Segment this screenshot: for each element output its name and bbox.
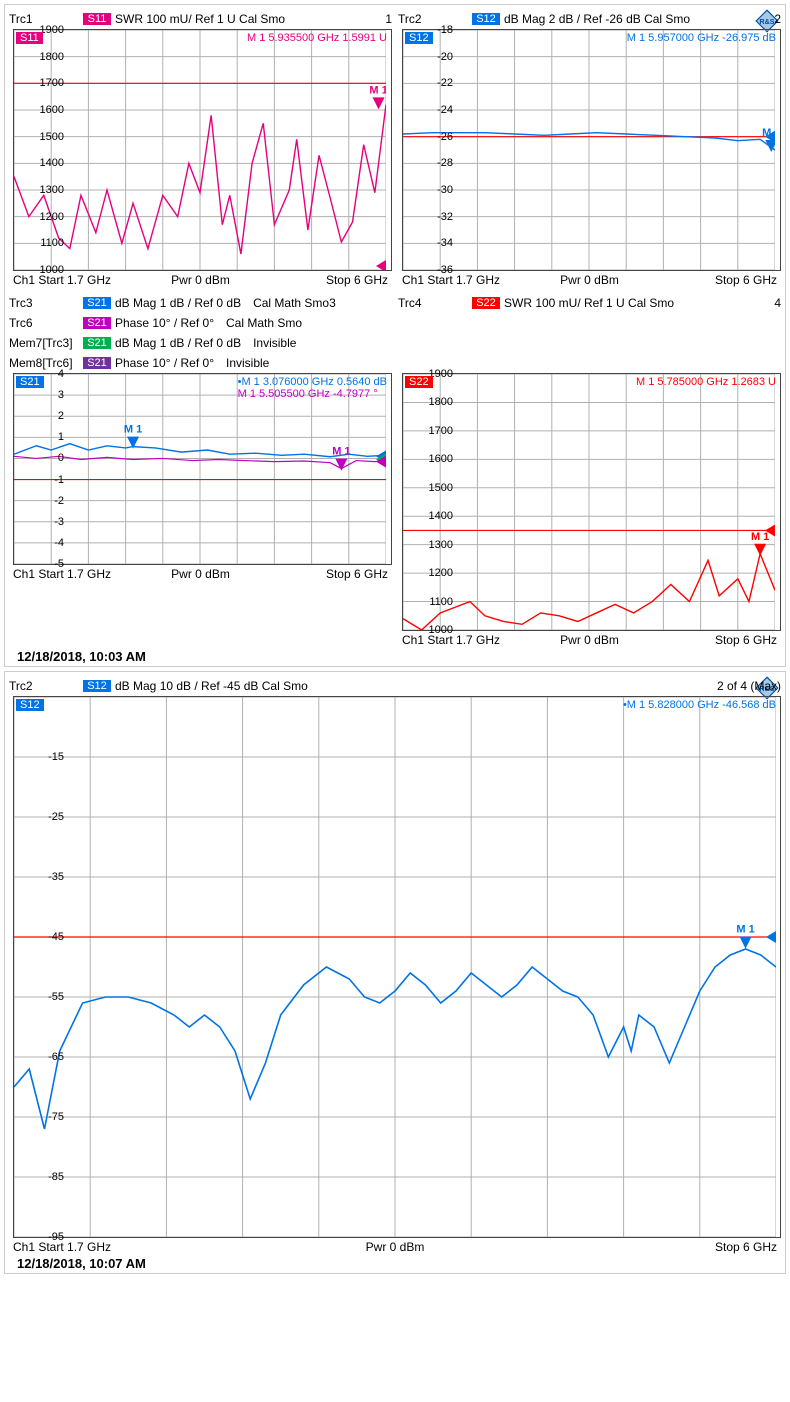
overlay-s-param-tag: S12 (16, 699, 44, 711)
trace-mode: Invisible (253, 336, 296, 350)
chart-footer: Ch1 Start 1.7 GHzPwr 0 dBmStop 6 GHz (9, 273, 392, 287)
overlay-s-param-tag: S11 (16, 32, 43, 44)
s-param-tag: S21 (83, 337, 111, 349)
s-param-tag: S22 (472, 297, 500, 309)
svg-text:M 1: M 1 (332, 446, 350, 458)
marker-triangle[interactable] (765, 140, 775, 152)
svg-text:M 1: M 1 (751, 531, 769, 543)
trace-number: 2 of 4 (Max) (717, 679, 781, 693)
trace-id: Trc3 (9, 296, 79, 310)
footer-start: Ch1 Start 1.7 GHz (402, 633, 527, 647)
trace-id: Mem8[Trc6] (9, 356, 79, 370)
chart-footer: Ch1 Start 1.7 GHzPwr 0 dBmStop 6 GHz (9, 567, 392, 581)
trace-settings: Phase 10° / Ref 0° (115, 356, 214, 370)
trace-number: 4 (774, 296, 781, 310)
trace-settings: dB Mag 1 dB / Ref 0 dB (115, 296, 241, 310)
plot-svg: M 1 (403, 374, 775, 630)
chart-footer: Ch1 Start 1.7 GHzPwr 0 dBmStop 6 GHz (398, 273, 781, 287)
s-param-tag: S21 (83, 357, 111, 369)
plot-svg: M 1 (14, 697, 776, 1237)
marker-triangle[interactable] (335, 459, 347, 471)
plot-area[interactable]: -36-34-32-30-28-26-24-22-20-18M 1S12M 1 … (402, 29, 781, 271)
plot-area[interactable]: -5-4-3-2-101234M 1M 1S21•M 1 3.076000 GH… (13, 373, 392, 565)
panel-top: R&S Trc1S11 SWR 100 mU/ Ref 1 U Cal Smo1… (4, 4, 786, 667)
marker-triangle[interactable] (740, 937, 752, 949)
trace-settings: SWR 100 mU/ Ref 1 U Cal Smo (504, 296, 674, 310)
plot-area[interactable]: 1000110012001300140015001600170018001900… (402, 373, 781, 631)
trace-id: Trc1 (9, 12, 79, 26)
chart-p1c2: Trc2 S12 dB Mag 2 dB / Ref -26 dB Cal Smo… (398, 9, 781, 287)
footer-stop: Stop 6 GHz (522, 1240, 777, 1254)
trace-id: Trc4 (398, 296, 468, 310)
footer-start: Ch1 Start 1.7 GHz (13, 567, 138, 581)
chart-p1c4: Trc4 S22 SWR 100 mU/ Ref 1 U Cal Smo 4 100… (398, 293, 781, 647)
plot-svg: M 1 M 1 (14, 374, 386, 564)
svg-text:M 1: M 1 (736, 924, 754, 936)
ref-arrow-icon (766, 931, 776, 943)
overlay-s-param-tag: S21 (16, 376, 44, 388)
trace-header: Trc1 S11 SWR 100 mU/ Ref 1 U Cal Smo 1 (9, 11, 392, 27)
footer-stop: Stop 6 GHz (652, 273, 777, 287)
footer-stop: Stop 6 GHz (263, 273, 388, 287)
footer-start: Ch1 Start 1.7 GHz (13, 273, 138, 287)
timestamp-bottom: 12/18/2018, 10:07 AM (17, 1256, 773, 1271)
trace-header: Trc2 S12 dB Mag 10 dB / Ref -45 dB Cal Sm… (9, 678, 781, 694)
ref-arrow-icon (376, 260, 386, 270)
trace-header: Trc6 S21 Phase 10° / Ref 0° Cal Math Smo (9, 315, 392, 331)
overlay-s-param-tag: S12 (405, 32, 433, 44)
trace-id: Trc6 (9, 316, 79, 330)
plot-svg: M 1 (14, 30, 386, 270)
footer-pwr: Pwr 0 dBm (138, 273, 263, 287)
trace-header: Mem8[Trc6] S21 Phase 10° / Ref 0° Invisibl… (9, 355, 392, 371)
chart-p1c1: Trc1 S11 SWR 100 mU/ Ref 1 U Cal Smo 1 1000… (9, 9, 392, 287)
trace-id: Mem7[Trc3] (9, 336, 79, 350)
footer-pwr: Pwr 0 dBm (138, 567, 263, 581)
footer-pwr: Pwr 0 dBm (527, 273, 652, 287)
footer-stop: Stop 6 GHz (652, 633, 777, 647)
svg-text:M 1: M 1 (124, 424, 142, 436)
trace-header: Mem7[Trc3] S21 dB Mag 1 dB / Ref 0 dB Invi… (9, 335, 392, 351)
chart-p1c3: Trc3 S21 dB Mag 1 dB / Ref 0 dB Cal Math S… (9, 293, 392, 647)
trace-number: 2 (774, 12, 781, 26)
trace-settings: Phase 10° / Ref 0° (115, 316, 214, 330)
trace-settings: dB Mag 1 dB / Ref 0 dB (115, 336, 241, 350)
footer-pwr: Pwr 0 dBm (268, 1240, 523, 1254)
svg-text:M 1: M 1 (369, 84, 386, 96)
s-param-tag: S12 (472, 13, 500, 25)
chart-p2c1: Trc2 S12 dB Mag 10 dB / Ref -45 dB Cal Sm… (9, 676, 781, 1254)
footer-pwr: Pwr 0 dBm (527, 633, 652, 647)
plot-svg: M 1 (403, 30, 775, 270)
trace-header: Trc3 S21 dB Mag 1 dB / Ref 0 dB Cal Math S… (9, 295, 392, 311)
footer-start: Ch1 Start 1.7 GHz (13, 1240, 268, 1254)
chart-footer: Ch1 Start 1.7 GHzPwr 0 dBmStop 6 GHz (398, 633, 781, 647)
s-param-tag: S11 (83, 13, 111, 25)
trace-mode: Cal Math Smo3 (253, 296, 336, 310)
trace-settings: dB Mag 10 dB / Ref -45 dB Cal Smo (115, 679, 308, 693)
s-param-tag: S12 (83, 680, 111, 692)
trace-id: Trc2 (9, 679, 79, 693)
marker-triangle[interactable] (373, 97, 385, 109)
chart-footer: Ch1 Start 1.7 GHzPwr 0 dBmStop 6 GHz (9, 1240, 781, 1254)
s-param-tag: S21 (83, 297, 111, 309)
footer-start: Ch1 Start 1.7 GHz (402, 273, 527, 287)
panel-bottom: R&S Trc2S12 dB Mag 10 dB / Ref -45 dB Ca… (4, 671, 786, 1274)
trace-id: Trc2 (398, 12, 468, 26)
marker-triangle[interactable] (754, 544, 766, 556)
timestamp-top: 12/18/2018, 10:03 AM (17, 649, 773, 664)
trace-number: 1 (385, 12, 392, 26)
overlay-s-param-tag: S22 (405, 376, 433, 388)
trace-mode: Cal Math Smo (226, 316, 302, 330)
s-param-tag: S21 (83, 317, 111, 329)
plot-area[interactable]: 1000110012001300140015001600170018001900… (13, 29, 392, 271)
trace-settings: dB Mag 2 dB / Ref -26 dB Cal Smo (504, 12, 690, 26)
trace-header: Trc4 S22 SWR 100 mU/ Ref 1 U Cal Smo 4 (398, 295, 781, 311)
trace-mode: Invisible (226, 356, 269, 370)
footer-stop: Stop 6 GHz (263, 567, 388, 581)
trace-header: Trc2 S12 dB Mag 2 dB / Ref -26 dB Cal Smo… (398, 11, 781, 27)
plot-area[interactable]: -95-85-75-65-55-45-35-25-15M 1S12•M 1 5.… (13, 696, 781, 1238)
trace-settings: SWR 100 mU/ Ref 1 U Cal Smo (115, 12, 285, 26)
